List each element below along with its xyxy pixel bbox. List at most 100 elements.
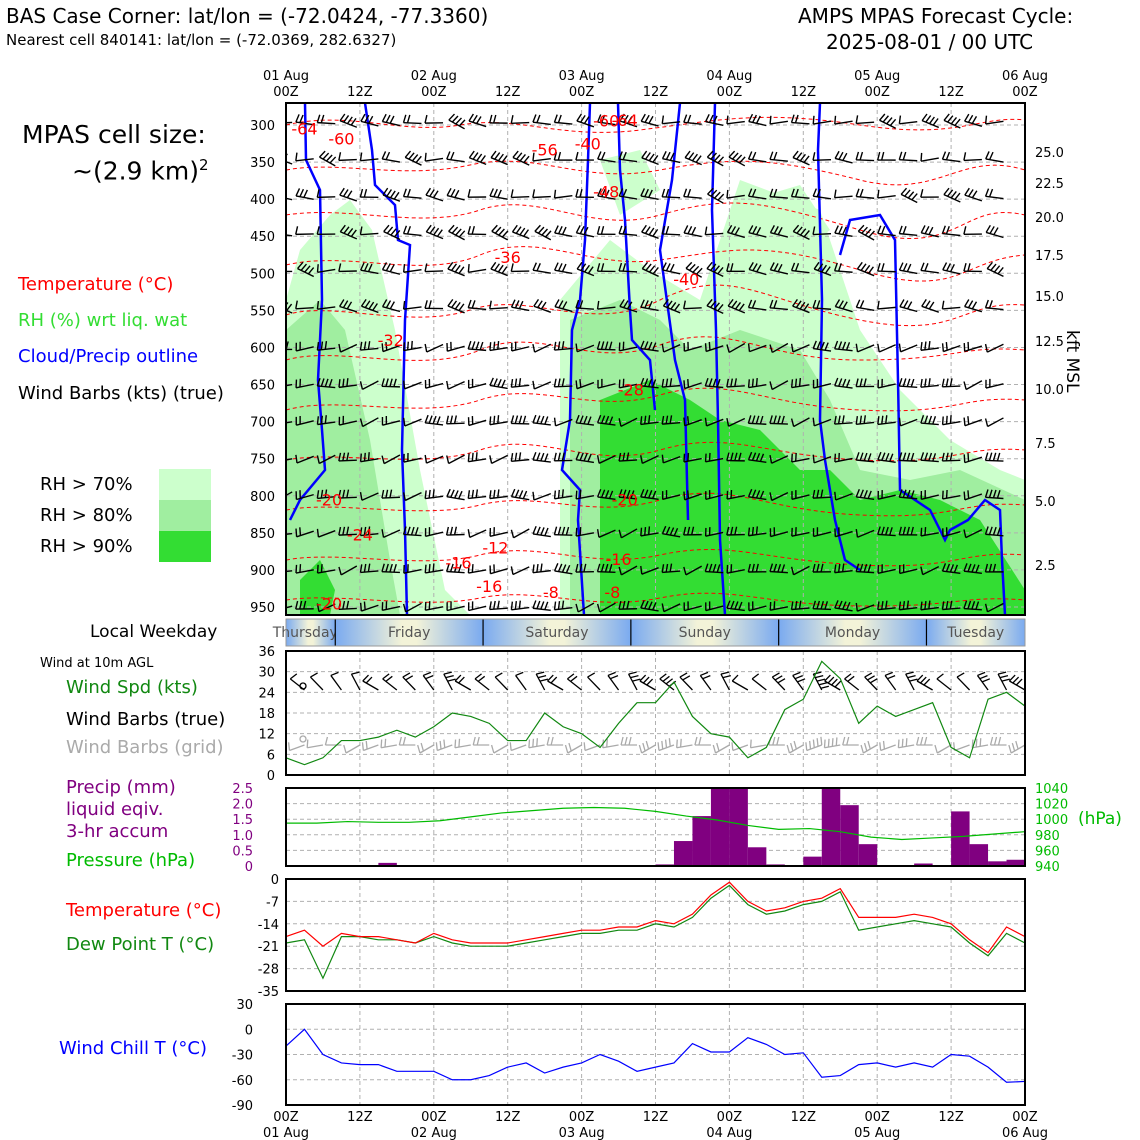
cross-section-wind-barb-feather <box>992 563 997 573</box>
cross-section-wind-barb-feather <box>902 225 907 235</box>
cross-section-wind-barb-feather <box>359 564 363 573</box>
cross-section-wind-barb-feather <box>928 301 935 310</box>
cross-section-wind-barb-feather <box>941 601 945 610</box>
cross-section-wind-barb-feather <box>476 116 482 124</box>
cross-section-wind-barb <box>339 194 358 202</box>
temperature-contours <box>286 116 1025 607</box>
cross-section-wind-barb-feather <box>898 225 903 234</box>
cross-section-wind-barb-feather <box>648 490 653 499</box>
cross-section-wind-barb-feather <box>769 225 775 233</box>
cross-section-wind-barb <box>360 347 379 351</box>
cross-section-wind-barb-feather <box>683 225 689 234</box>
wind-barb-true <box>494 676 509 691</box>
cross-section-wind-barb-feather <box>648 341 653 350</box>
cross-section-wind-barb-feather <box>968 189 974 197</box>
cross-section-wind-barb-feather <box>381 299 388 308</box>
cross-section-wind-barb-feather <box>777 227 783 235</box>
cross-section-wind-barb-feather <box>522 490 528 499</box>
cross-section-wind-barb-feather <box>792 150 799 158</box>
cross-section-wind-barb-feather <box>859 188 864 198</box>
cross-section-wind-barb <box>318 603 336 613</box>
cross-section-wind-barb-feather <box>799 301 806 310</box>
cross-section-wind-barb-feather <box>561 564 567 573</box>
cross-section-wind-barb <box>425 382 444 389</box>
pressure-tick-label: 800 <box>250 490 275 505</box>
cross-section-wind-barb-feather <box>467 490 471 499</box>
cross-section-wind-barb <box>489 421 508 426</box>
cross-section-wind-barb <box>597 496 616 501</box>
cross-section-wind-barb-feather <box>716 378 721 388</box>
cross-section-wind-barb-feather <box>751 415 756 424</box>
cross-section-wind-barb-feather <box>282 415 283 423</box>
cross-section-wind-barb-feather <box>414 527 419 536</box>
cross-section-wind-barb-feather <box>747 488 753 498</box>
cross-section-wind-barb <box>728 342 746 354</box>
wind-barb-grid-feather <box>642 742 646 752</box>
cross-section-wind-barb-feather <box>393 229 401 238</box>
cross-section-wind-barb <box>877 232 896 237</box>
cross-section-wind-barb-feather <box>816 341 821 350</box>
wind-tick-label: 6 <box>267 748 275 763</box>
cross-section-wind-barb-feather <box>665 415 669 424</box>
cross-section-wind-barb-feather <box>885 415 888 424</box>
cross-section-wind-barb-feather <box>687 188 692 198</box>
cross-section-wind-barb-feather <box>601 151 606 160</box>
cross-section-wind-barb <box>532 269 551 274</box>
wind-barb-grid-feather <box>679 738 682 748</box>
cross-section-wind-barb-feather <box>963 417 966 426</box>
wind-barb-true-feather <box>639 674 647 682</box>
cross-section-wind-barb-feather <box>670 301 677 310</box>
cross-section-wind-barb-feather <box>406 114 411 124</box>
cross-section-wind-barb-feather <box>406 526 411 535</box>
cross-section-wind-barb <box>877 459 896 463</box>
weekday-label: Friday <box>388 625 430 641</box>
wind-barb-grid-feather <box>439 740 442 750</box>
cross-section-wind-barb-feather <box>449 415 454 424</box>
cross-section-wind-barb-feather <box>683 526 687 536</box>
cross-section-wind-barb-feather <box>820 563 824 573</box>
wind-barb-grid-feather <box>668 738 671 747</box>
cross-section-wind-barb-feather <box>759 453 765 462</box>
cross-section-wind-barb-feather <box>363 452 366 462</box>
cross-section-wind-barb-feather <box>683 566 687 576</box>
wind-barb-grid-feather <box>846 736 850 746</box>
cross-section-wind-barb-feather <box>544 453 549 462</box>
wind-10m-label: Wind at 10m AGL <box>40 656 154 671</box>
cross-section-wind-barb-feather <box>988 526 993 535</box>
cross-section-wind-barb-feather <box>359 188 364 198</box>
cross-section-wind-barb-feather <box>643 415 647 425</box>
cross-section-wind-barb-feather <box>393 191 400 200</box>
cross-section-wind-barb-feather <box>467 564 470 574</box>
cross-section-wind-barb <box>554 606 573 611</box>
cross-section-wind-barb-feather <box>406 225 412 235</box>
cross-section-wind-barb <box>683 457 702 463</box>
cross-section-wind-barb-feather <box>403 342 406 351</box>
cross-section-wind-barb <box>942 269 961 275</box>
wind-barb-grid-feather <box>676 739 678 748</box>
weekday-segment <box>483 619 631 646</box>
cross-section-wind-barb-feather <box>833 564 837 573</box>
wind-barb-grid-feather <box>568 742 572 752</box>
cross-section-wind-barb-feather <box>967 563 972 572</box>
cross-section-wind-barb <box>361 305 379 314</box>
wind-barb-true <box>916 680 933 691</box>
cross-section-wind-barb <box>877 533 896 537</box>
pressure-tick-label: 980 <box>1035 829 1060 844</box>
wind-barb-true-feather <box>813 671 822 675</box>
precip-bar <box>821 788 841 866</box>
wind-barb-true-feather <box>1008 674 1016 682</box>
cross-section-wind-barb <box>922 565 940 576</box>
cross-section-wind-barb-feather <box>342 526 346 536</box>
cross-section-wind-barb <box>448 119 465 130</box>
wind-barb-true <box>330 675 342 691</box>
cross-section-wind-barb-feather <box>706 298 713 307</box>
cross-section-wind-barb-feather <box>683 300 686 309</box>
cross-section-wind-barb-feather <box>963 263 967 272</box>
cross-section-wind-barb <box>362 380 379 390</box>
cross-section-wind-barb-feather <box>855 188 860 197</box>
cross-section-wind-barb-feather <box>889 527 893 536</box>
cross-section-wind-barb <box>425 422 444 426</box>
temperature-contour-label: -24 <box>347 525 373 544</box>
cross-section-wind-barb-feather <box>640 455 644 464</box>
